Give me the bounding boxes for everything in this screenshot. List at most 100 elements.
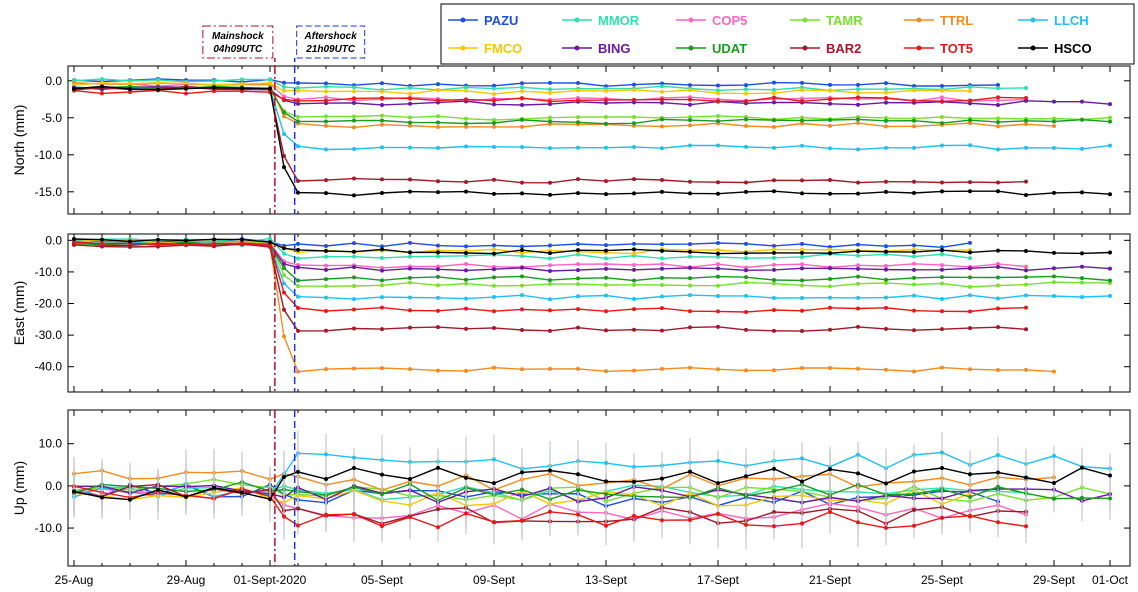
data-point	[744, 83, 748, 88]
data-point	[380, 244, 384, 249]
data-point	[688, 242, 692, 247]
data-point	[408, 280, 412, 285]
data-point	[856, 263, 860, 268]
data-point	[716, 266, 720, 271]
data-point	[296, 469, 300, 474]
data-point	[408, 123, 412, 128]
data-point	[548, 297, 552, 302]
data-point	[996, 180, 1000, 185]
data-point	[296, 256, 300, 261]
data-point	[800, 115, 804, 120]
data-point	[282, 514, 286, 519]
x-tick-label: 17-Sept	[697, 573, 740, 587]
data-point	[380, 492, 384, 497]
data-point	[744, 91, 748, 96]
x-axis-labels: 25-Aug 29-Aug 01-Sept-2020 05-Sept 09-Sept 13…	[55, 573, 1129, 587]
data-point	[1080, 264, 1084, 269]
data-point	[940, 114, 944, 119]
data-point	[940, 327, 944, 332]
data-point	[744, 280, 748, 285]
data-point	[380, 305, 384, 310]
annotation-title: Mainshock	[212, 31, 264, 42]
data-point	[688, 265, 692, 270]
data-point	[352, 326, 356, 331]
data-point	[380, 255, 384, 260]
data-point	[408, 96, 412, 101]
data-point	[296, 284, 300, 289]
data-point	[744, 87, 748, 92]
data-point	[520, 307, 524, 312]
data-point	[436, 295, 440, 300]
data-point	[828, 88, 832, 93]
data-point	[632, 368, 636, 373]
data-point	[604, 293, 608, 298]
data-point	[604, 192, 608, 197]
data-point	[268, 77, 272, 82]
data-point	[1108, 250, 1112, 255]
data-point	[464, 306, 468, 311]
data-point	[716, 143, 720, 148]
data-point	[282, 80, 286, 85]
data-point	[968, 266, 972, 271]
data-point	[324, 263, 328, 268]
data-point	[912, 293, 916, 298]
data-point	[800, 308, 804, 313]
data-point	[884, 277, 888, 282]
data-point	[408, 308, 412, 313]
data-point	[352, 118, 356, 123]
data-point	[912, 308, 916, 313]
data-point	[716, 293, 720, 298]
data-point	[996, 116, 1000, 121]
data-point	[324, 367, 328, 372]
data-point	[464, 88, 468, 93]
data-point	[240, 77, 244, 82]
data-point	[324, 95, 328, 100]
data-point	[772, 87, 776, 92]
data-point	[464, 250, 468, 255]
data-point	[282, 475, 286, 480]
data-point	[688, 88, 692, 93]
data-point	[604, 523, 608, 528]
data-point	[604, 309, 608, 314]
data-point	[912, 282, 916, 287]
data-point	[940, 263, 944, 268]
data-point	[282, 165, 286, 170]
data-point	[520, 244, 524, 249]
data-point	[940, 267, 944, 272]
data-point	[688, 83, 692, 88]
data-point	[632, 282, 636, 287]
data-point	[828, 295, 832, 300]
data-point	[940, 84, 944, 89]
data-point	[604, 98, 608, 103]
data-point	[1108, 266, 1112, 271]
data-point	[884, 116, 888, 121]
data-point	[968, 180, 972, 185]
data-point	[380, 102, 384, 107]
data-point	[282, 131, 286, 136]
data-point	[576, 98, 580, 103]
data-point	[1052, 116, 1056, 121]
data-point	[436, 179, 440, 184]
data-point	[744, 124, 748, 129]
data-point	[968, 284, 972, 289]
data-point	[632, 479, 636, 484]
data-point	[282, 261, 286, 266]
y-tick-label: -10.0	[35, 265, 63, 279]
data-point	[352, 455, 356, 460]
data-point	[72, 242, 76, 247]
data-point	[660, 366, 664, 371]
data-point	[1080, 280, 1084, 285]
data-point	[968, 250, 972, 255]
data-point	[352, 85, 356, 90]
data-point	[604, 262, 608, 267]
data-point	[968, 309, 972, 314]
data-point	[772, 243, 776, 248]
data-point	[100, 77, 104, 82]
data-point	[604, 248, 608, 253]
data-point	[1052, 369, 1056, 374]
data-point	[632, 144, 636, 149]
data-point	[856, 102, 860, 107]
data-point	[380, 89, 384, 94]
data-point	[520, 103, 524, 108]
data-point	[464, 144, 468, 149]
